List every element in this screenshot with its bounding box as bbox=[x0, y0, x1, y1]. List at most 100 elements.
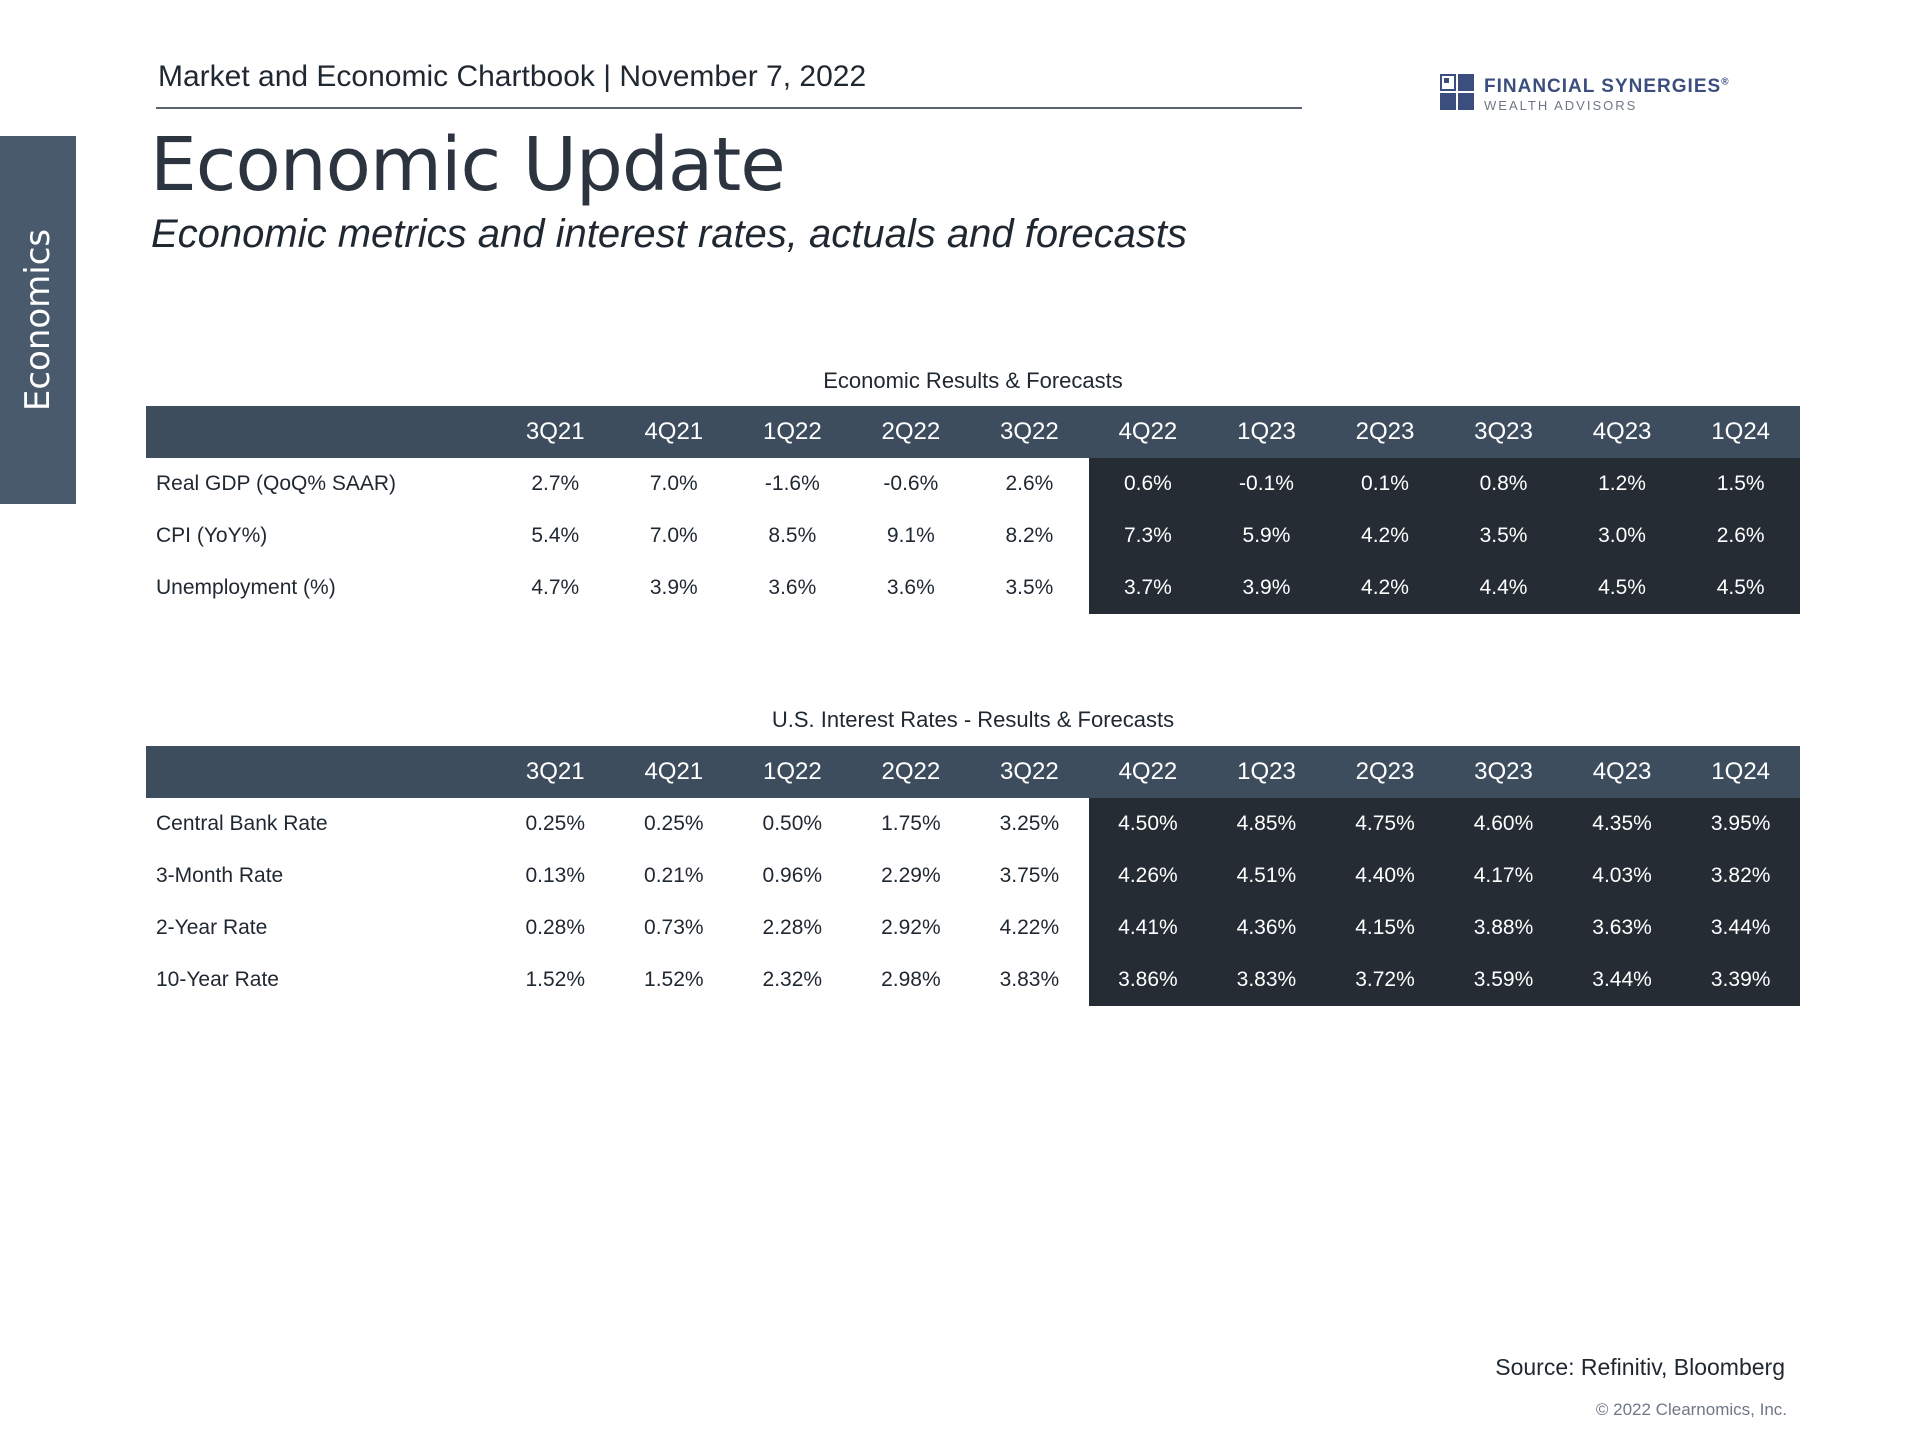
forecast-cell: 3.59% bbox=[1444, 954, 1563, 1006]
forecast-cell: 4.03% bbox=[1562, 850, 1682, 902]
column-header: 4Q21 bbox=[614, 406, 734, 458]
actual-cell: 2.6% bbox=[1005, 472, 1054, 495]
column-header: 4Q22 bbox=[1088, 746, 1208, 798]
actual-cell: 2.7% bbox=[531, 472, 580, 495]
forecast-cell: 3.86% bbox=[1088, 954, 1208, 1006]
copyright-note: © 2022 Clearnomics, Inc. bbox=[1595, 1400, 1787, 1419]
forecast-cell: 4.5% bbox=[1681, 562, 1800, 614]
column-header: 4Q22 bbox=[1088, 406, 1208, 458]
actual-cell: 3.6% bbox=[886, 576, 935, 599]
row-label: Unemployment (%) bbox=[156, 576, 336, 599]
header-divider bbox=[156, 107, 1302, 109]
row-label: Real GDP (QoQ% SAAR) bbox=[156, 472, 397, 495]
actual-cell: 1.75% bbox=[881, 812, 941, 835]
column-header: 1Q24 bbox=[1681, 746, 1800, 798]
logo-tagline: WEALTH ADVISORS bbox=[1484, 98, 1638, 113]
forecast-cell: 3.88% bbox=[1444, 902, 1563, 954]
forecast-cell: 3.0% bbox=[1562, 510, 1682, 562]
forecast-cell: 4.4% bbox=[1444, 562, 1563, 614]
page-title: Economic Update bbox=[150, 122, 786, 208]
economic-results-table: 3Q21 4Q21 1Q22 2Q22 3Q22 4Q22 1Q23 2Q23 3Q23 4Q23… bbox=[146, 406, 1800, 614]
actual-cell: 1.52% bbox=[525, 968, 586, 991]
actual-cell: 0.28% bbox=[525, 916, 586, 939]
column-header: 1Q22 bbox=[733, 746, 852, 798]
forecast-cell: 4.5% bbox=[1562, 562, 1682, 614]
table-row: 10-Year Rate 1.52% 1.52% 2.32% 2.98% 3.83% 3.8… bbox=[146, 954, 1800, 1006]
actual-cell: 0.13% bbox=[525, 864, 586, 887]
forecast-cell: 3.9% bbox=[1207, 562, 1326, 614]
header-corner bbox=[146, 406, 496, 458]
forecast-cell: 4.35% bbox=[1562, 798, 1682, 850]
forecast-cell: 0.8% bbox=[1444, 458, 1563, 510]
forecast-cell: 4.17% bbox=[1444, 850, 1563, 902]
column-header: 4Q23 bbox=[1562, 406, 1682, 458]
actual-cell: 2.32% bbox=[762, 968, 823, 991]
column-header: 3Q21 bbox=[496, 406, 615, 458]
row-label: 3-Month Rate bbox=[156, 864, 284, 887]
forecast-cell: 4.51% bbox=[1207, 850, 1326, 902]
actual-cell: -0.6% bbox=[883, 472, 939, 495]
forecast-cell: 0.1% bbox=[1325, 458, 1445, 510]
actual-cell: 3.75% bbox=[999, 864, 1060, 887]
column-header: 3Q23 bbox=[1444, 406, 1563, 458]
actual-cell: 0.73% bbox=[644, 916, 704, 939]
forecast-cell: 1.5% bbox=[1681, 458, 1800, 510]
header-corner bbox=[146, 746, 496, 798]
actual-cell: 3.83% bbox=[999, 968, 1060, 991]
forecast-cell: 7.3% bbox=[1088, 510, 1208, 562]
forecast-cell: 3.7% bbox=[1088, 562, 1208, 614]
actual-cell: 7.0% bbox=[649, 472, 698, 495]
table-row: Unemployment (%) 4.7% 3.9% 3.6% 3.6% 3.5% 3.7%… bbox=[146, 562, 1800, 614]
column-header: 4Q23 bbox=[1562, 746, 1682, 798]
actual-cell: 3.6% bbox=[768, 576, 817, 599]
forecast-cell: 3.39% bbox=[1681, 954, 1800, 1006]
actual-cell: 0.96% bbox=[762, 864, 823, 887]
forecast-cell: 3.44% bbox=[1562, 954, 1682, 1006]
forecast-cell: 3.44% bbox=[1681, 902, 1800, 954]
actual-cell: 8.5% bbox=[768, 524, 817, 547]
actual-cell: 8.2% bbox=[1005, 524, 1054, 547]
forecast-cell: 5.9% bbox=[1207, 510, 1326, 562]
section-tab: Economics bbox=[0, 136, 76, 504]
logo-name: FINANCIAL SYNERGIES® bbox=[1484, 76, 1730, 97]
forecast-cell: -0.1% bbox=[1207, 458, 1326, 510]
forecast-cell: 4.2% bbox=[1325, 510, 1445, 562]
forecast-cell: 4.2% bbox=[1325, 562, 1445, 614]
table-row: CPI (YoY%) 5.4% 7.0% 8.5% 9.1% 8.2% 7.3% 5.9% 4.… bbox=[146, 510, 1800, 562]
actual-cell: 4.7% bbox=[531, 576, 580, 599]
economic-table-caption: Economic Results & Forecasts bbox=[823, 368, 1123, 393]
forecast-cell: 0.6% bbox=[1088, 458, 1208, 510]
row-label: 2-Year Rate bbox=[156, 916, 268, 939]
table-row: 2-Year Rate 0.28% 0.73% 2.28% 2.92% 4.22% 4.41… bbox=[146, 902, 1800, 954]
actual-cell: 2.29% bbox=[881, 864, 941, 887]
forecast-cell: 3.5% bbox=[1444, 510, 1563, 562]
forecast-cell: 3.83% bbox=[1207, 954, 1326, 1006]
table-header-row: 3Q21 4Q21 1Q22 2Q22 3Q22 4Q22 1Q23 2Q23 3Q23 4Q23… bbox=[146, 406, 1800, 458]
actual-cell: 7.0% bbox=[649, 524, 698, 547]
forecast-cell: 4.85% bbox=[1207, 798, 1326, 850]
actual-cell: 3.9% bbox=[649, 576, 698, 599]
actual-cell: 5.4% bbox=[531, 524, 580, 547]
actual-cell: -1.6% bbox=[764, 472, 820, 495]
rates-table-caption: U.S. Interest Rates - Results & Forecast… bbox=[771, 707, 1175, 732]
column-header: 1Q24 bbox=[1681, 406, 1800, 458]
forecast-cell: 4.60% bbox=[1444, 798, 1563, 850]
row-label: CPI (YoY%) bbox=[156, 524, 268, 547]
column-header: 2Q22 bbox=[851, 746, 971, 798]
forecast-cell: 1.2% bbox=[1562, 458, 1682, 510]
chartbook-header: Market and Economic Chartbook | November… bbox=[158, 60, 867, 93]
forecast-cell: 4.75% bbox=[1325, 798, 1445, 850]
interest-rates-table: 3Q21 4Q21 1Q22 2Q22 3Q22 4Q22 1Q23 2Q23 3Q23 4Q23… bbox=[146, 746, 1800, 1006]
forecast-cell: 3.95% bbox=[1681, 798, 1800, 850]
actual-cell: 2.28% bbox=[762, 916, 823, 939]
actual-cell: 1.52% bbox=[644, 968, 704, 991]
actual-cell: 2.98% bbox=[881, 968, 941, 991]
actual-cell: 0.21% bbox=[644, 864, 704, 887]
actual-cell: 3.5% bbox=[1005, 576, 1054, 599]
forecast-cell: 3.63% bbox=[1562, 902, 1682, 954]
column-header: 3Q22 bbox=[970, 406, 1089, 458]
column-header: 3Q21 bbox=[496, 746, 615, 798]
actual-cell: 3.25% bbox=[999, 812, 1060, 835]
column-header: 3Q23 bbox=[1444, 746, 1563, 798]
actual-cell: 0.25% bbox=[525, 812, 586, 835]
